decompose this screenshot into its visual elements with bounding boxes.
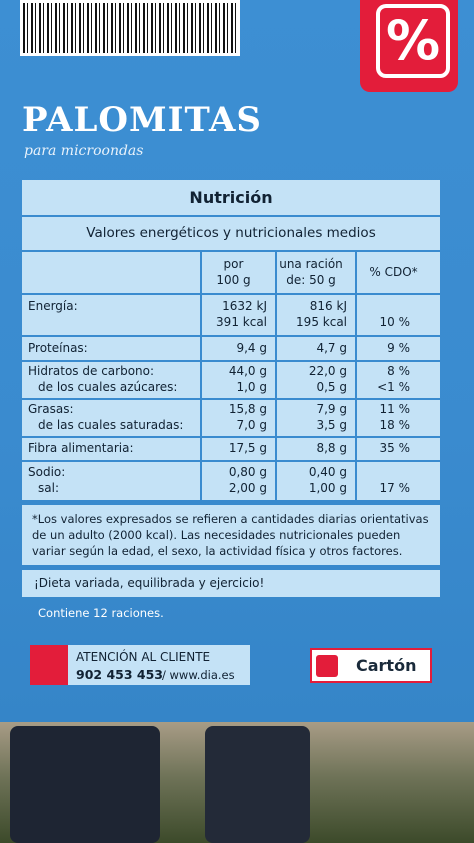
cell-value: 15,8 g <box>228 402 267 416</box>
cell-value: de: 50 g <box>286 272 336 287</box>
row-label: Hidratos de carbono: <box>28 364 155 378</box>
cell-value: 35 % <box>379 441 411 455</box>
cell-value: 18 % <box>379 418 411 432</box>
rule <box>22 335 440 337</box>
contact-label: ATENCIÓN AL CLIENTE <box>76 650 211 664</box>
rule <box>22 293 440 295</box>
cell-value: 195 kcal <box>296 315 347 329</box>
background-shape <box>205 726 310 843</box>
cell-value: 4,7 g <box>316 340 347 355</box>
cell-value: 1,00 g <box>308 481 347 495</box>
slogan: ¡Dieta variada, equilibrada y ejercicio! <box>22 570 440 597</box>
rule <box>22 398 440 400</box>
row-label: de las cuales saturadas: <box>38 418 184 432</box>
contact-box: ATENCIÓN AL CLIENTE 902 453 453 / www.di… <box>30 645 250 685</box>
cell-value: 0,40 g <box>308 465 347 479</box>
row-label: Grasas: <box>28 402 74 416</box>
cell-value: 391 kcal <box>216 315 267 329</box>
contact-web: / www.dia.es <box>162 668 235 682</box>
cell-value: % CDO* <box>369 264 418 279</box>
cell-value: por <box>223 256 244 271</box>
rule <box>200 250 202 500</box>
cell-value: <1 % <box>377 380 410 394</box>
table-subtitle: Valores energéticos y nutricionales medi… <box>86 225 376 241</box>
rule <box>355 250 357 500</box>
cell-value: 9,4 g <box>236 340 267 355</box>
cell-value: 2,00 g <box>228 481 267 495</box>
cell-value: 816 kJ <box>309 299 347 313</box>
row-label: sal: <box>38 481 59 495</box>
phone-icon <box>30 645 68 685</box>
cell-value: 7,0 g <box>236 418 267 432</box>
cell-value: 17,5 g <box>228 441 267 455</box>
logo-text: % <box>376 4 450 78</box>
nutrition-table: Nutrición Valores energéticos y nutricion… <box>22 180 440 500</box>
cell-value: 1,0 g <box>236 380 267 394</box>
cell-value: 3,5 g <box>316 418 347 432</box>
rule <box>22 360 440 362</box>
cell-value: 11 % <box>379 402 411 416</box>
row-label: de los cuales azúcares: <box>38 380 178 394</box>
contact-phone: 902 453 453 <box>76 667 163 682</box>
cell-value: una ración <box>279 256 343 271</box>
rule <box>275 250 277 500</box>
row-label: Sodio: <box>28 465 66 479</box>
cell-value: 44,0 g <box>228 364 267 378</box>
cell-value: 0,5 g <box>316 380 347 394</box>
servings: Contiene 12 raciones. <box>38 606 164 620</box>
material-box: Cartón <box>310 648 432 683</box>
cell-value: 22,0 g <box>308 364 347 378</box>
row-label: Proteínas: <box>28 340 88 355</box>
row-label: Fibra alimentaria: <box>28 441 134 455</box>
material-icon <box>316 655 338 677</box>
rule <box>22 215 440 217</box>
cell-value: 7,9 g <box>316 402 347 416</box>
cell-value: 8 % <box>387 364 410 378</box>
cell-value: 1632 kJ <box>222 299 267 313</box>
table-title: Nutrición <box>189 188 273 207</box>
row-label: Energía: <box>28 299 78 313</box>
rule <box>22 436 440 438</box>
barcode <box>20 0 240 56</box>
product-title: PALOMITAS <box>22 100 262 140</box>
product-subtitle: para microondas <box>24 143 144 159</box>
cell-value: 10 % <box>379 315 411 329</box>
cell-value: 17 % <box>379 481 411 495</box>
background-shape <box>10 726 160 843</box>
cell-value: 100 g <box>216 272 251 287</box>
rule <box>22 250 440 252</box>
cell-value: 8,8 g <box>316 441 347 455</box>
rule <box>22 460 440 462</box>
cell-value: 9 % <box>387 340 410 355</box>
material-label: Cartón <box>356 656 417 675</box>
logo: % <box>360 0 458 92</box>
footnote: *Los valores expresados se refieren a ca… <box>22 505 440 565</box>
cell-value: 0,80 g <box>228 465 267 479</box>
